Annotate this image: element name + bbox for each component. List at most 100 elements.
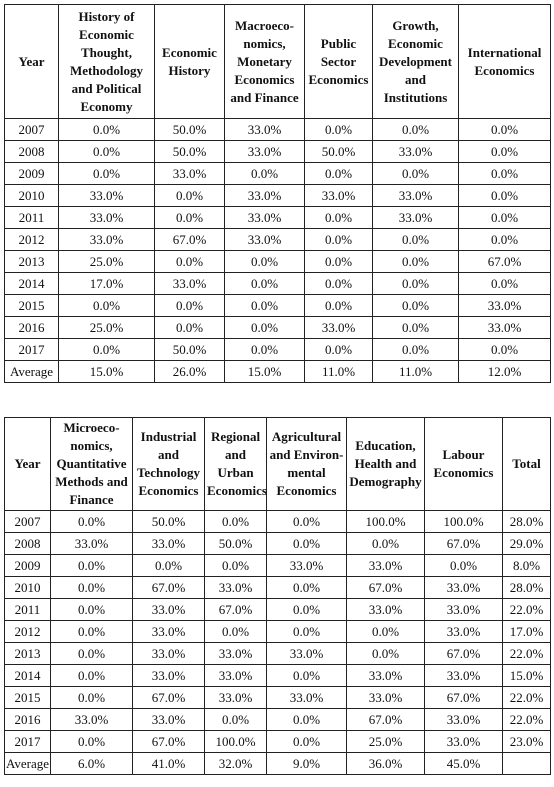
- table-cell: 50.0%: [154, 338, 225, 361]
- row-year-cell: 2016: [4, 708, 51, 731]
- table-cell: 6.0%: [50, 752, 133, 775]
- table-cell: 0.0%: [372, 272, 459, 295]
- table-cell: 0.0%: [224, 162, 305, 185]
- table-cell: 0.0%: [50, 730, 133, 753]
- row-year-cell: 2009: [4, 554, 51, 577]
- table-cell: 22.0%: [502, 642, 551, 665]
- table-cell: 100.0%: [424, 510, 503, 533]
- table-cell: 33.0%: [224, 228, 305, 251]
- table-cell: 0.0%: [458, 184, 551, 207]
- table-cell: 17.0%: [502, 620, 551, 643]
- table-cell: 33.0%: [132, 620, 205, 643]
- table-cell: 0.0%: [266, 598, 347, 621]
- table-cell: 50.0%: [204, 532, 267, 555]
- table-cell: 33.0%: [50, 708, 133, 731]
- table-cell: 0.0%: [154, 250, 225, 273]
- table-cell: 33.0%: [346, 554, 425, 577]
- table-cell: 15.0%: [502, 664, 551, 687]
- table-row: 2009 0.0% 33.0% 0.0% 0.0% 0.0% 0.0%: [4, 162, 551, 185]
- table-cell: 0.0%: [372, 228, 459, 251]
- table-cell: 33.0%: [132, 664, 205, 687]
- table-cell: 0.0%: [266, 730, 347, 753]
- table-cell: 0.0%: [372, 338, 459, 361]
- table-row: 2007 0.0% 50.0% 0.0% 0.0% 100.0% 100.0% 28.0%: [4, 510, 551, 533]
- table-cell: 0.0%: [304, 162, 373, 185]
- table-cell: 45.0%: [424, 752, 503, 775]
- table-row: Average 15.0% 26.0% 15.0% 11.0% 11.0% 12.0%: [4, 360, 551, 383]
- table-cell: 22.0%: [502, 708, 551, 731]
- table-row: 2016 33.0% 33.0% 0.0% 0.0% 67.0% 33.0% 22.0%: [4, 708, 551, 731]
- table-cell: 33.0%: [458, 316, 551, 339]
- table-cell: 33.0%: [424, 664, 503, 687]
- row-year-cell: 2009: [4, 162, 59, 185]
- table-row: 2017 0.0% 50.0% 0.0% 0.0% 0.0% 0.0%: [4, 338, 551, 361]
- table-row: 2008 33.0% 33.0% 50.0% 0.0% 0.0% 67.0% 29.0%: [4, 532, 551, 555]
- table-cell: 29.0%: [502, 532, 551, 555]
- table-cell: 33.0%: [372, 184, 459, 207]
- table-row: 2011 0.0% 33.0% 67.0% 0.0% 33.0% 33.0% 22.0%: [4, 598, 551, 621]
- column-header-year: Year: [4, 417, 51, 511]
- table-row: 2007 0.0% 50.0% 33.0% 0.0% 0.0% 0.0%: [4, 118, 551, 141]
- table-cell: 0.0%: [458, 118, 551, 141]
- table-cell: 33.0%: [224, 118, 305, 141]
- row-year-cell: 2007: [4, 118, 59, 141]
- table-cell: 0.0%: [50, 576, 133, 599]
- table-cell: 0.0%: [50, 598, 133, 621]
- table-cell: 67.0%: [346, 576, 425, 599]
- table-cell: 0.0%: [458, 206, 551, 229]
- row-year-cell: 2017: [4, 338, 59, 361]
- table-row: 2017 0.0% 67.0% 100.0% 0.0% 25.0% 33.0% 23.0%: [4, 730, 551, 753]
- table-cell: 0.0%: [372, 250, 459, 273]
- row-year-cell: 2014: [4, 664, 51, 687]
- table-cell: 28.0%: [502, 510, 551, 533]
- table-row: 2009 0.0% 0.0% 0.0% 33.0% 33.0% 0.0% 8.0%: [4, 554, 551, 577]
- table-cell: 33.0%: [304, 184, 373, 207]
- table-cell: 15.0%: [58, 360, 155, 383]
- table-cell: 33.0%: [154, 272, 225, 295]
- table-cell: 0.0%: [154, 316, 225, 339]
- table-cell: 0.0%: [58, 294, 155, 317]
- table-cell: 0.0%: [458, 338, 551, 361]
- table-cell: 25.0%: [58, 250, 155, 273]
- table-cell: 0.0%: [372, 118, 459, 141]
- row-year-cell: 2012: [4, 620, 51, 643]
- table-cell: 0.0%: [304, 272, 373, 295]
- table-cell: 0.0%: [58, 140, 155, 163]
- table-row: 2013 0.0% 33.0% 33.0% 33.0% 0.0% 67.0% 22.0%: [4, 642, 551, 665]
- table-cell: 33.0%: [346, 598, 425, 621]
- table-row: 2010 33.0% 0.0% 33.0% 33.0% 33.0% 0.0%: [4, 184, 551, 207]
- field-share-table-1: Year History of Economic Thought, Method…: [4, 4, 551, 383]
- table-row: Average 6.0% 41.0% 32.0% 9.0% 36.0% 45.0%: [4, 752, 551, 775]
- table-cell: 0.0%: [304, 294, 373, 317]
- table-body: 2007 0.0% 50.0% 0.0% 0.0% 100.0% 100.0% 28.0% 20…: [4, 510, 551, 775]
- table-cell: 0.0%: [458, 140, 551, 163]
- field-share-table-2: Year Microeco- nomics, Quantitative Meth…: [4, 417, 551, 775]
- table-cell: 25.0%: [346, 730, 425, 753]
- table-cell: 33.0%: [424, 598, 503, 621]
- table-cell: 0.0%: [204, 510, 267, 533]
- table-cell: 33.0%: [204, 576, 267, 599]
- table-cell: 33.0%: [304, 316, 373, 339]
- table-cell: 33.0%: [132, 708, 205, 731]
- row-year-cell: 2015: [4, 686, 51, 709]
- row-year-cell: 2015: [4, 294, 59, 317]
- table-cell: 0.0%: [346, 620, 425, 643]
- table-cell: 0.0%: [132, 554, 205, 577]
- row-year-cell: 2016: [4, 316, 59, 339]
- table-cell: 67.0%: [424, 532, 503, 555]
- table-cell: 0.0%: [154, 184, 225, 207]
- column-header-education-health-demography: Education, Health and Demography: [346, 417, 425, 511]
- table-cell: 0.0%: [458, 272, 551, 295]
- table-cell: 0.0%: [50, 510, 133, 533]
- table-cell: 50.0%: [154, 140, 225, 163]
- table-body: 2007 0.0% 50.0% 33.0% 0.0% 0.0% 0.0% 2008 0.0% 50…: [4, 118, 551, 383]
- row-year-cell: 2011: [4, 206, 59, 229]
- row-year-cell: 2008: [4, 140, 59, 163]
- table-cell: 33.0%: [204, 686, 267, 709]
- table-cell: 0.0%: [50, 554, 133, 577]
- table-cell: 0.0%: [372, 316, 459, 339]
- table-cell: 33.0%: [50, 532, 133, 555]
- table-cell: 0.0%: [266, 532, 347, 555]
- table-cell: 33.0%: [372, 206, 459, 229]
- table-cell: 67.0%: [132, 576, 205, 599]
